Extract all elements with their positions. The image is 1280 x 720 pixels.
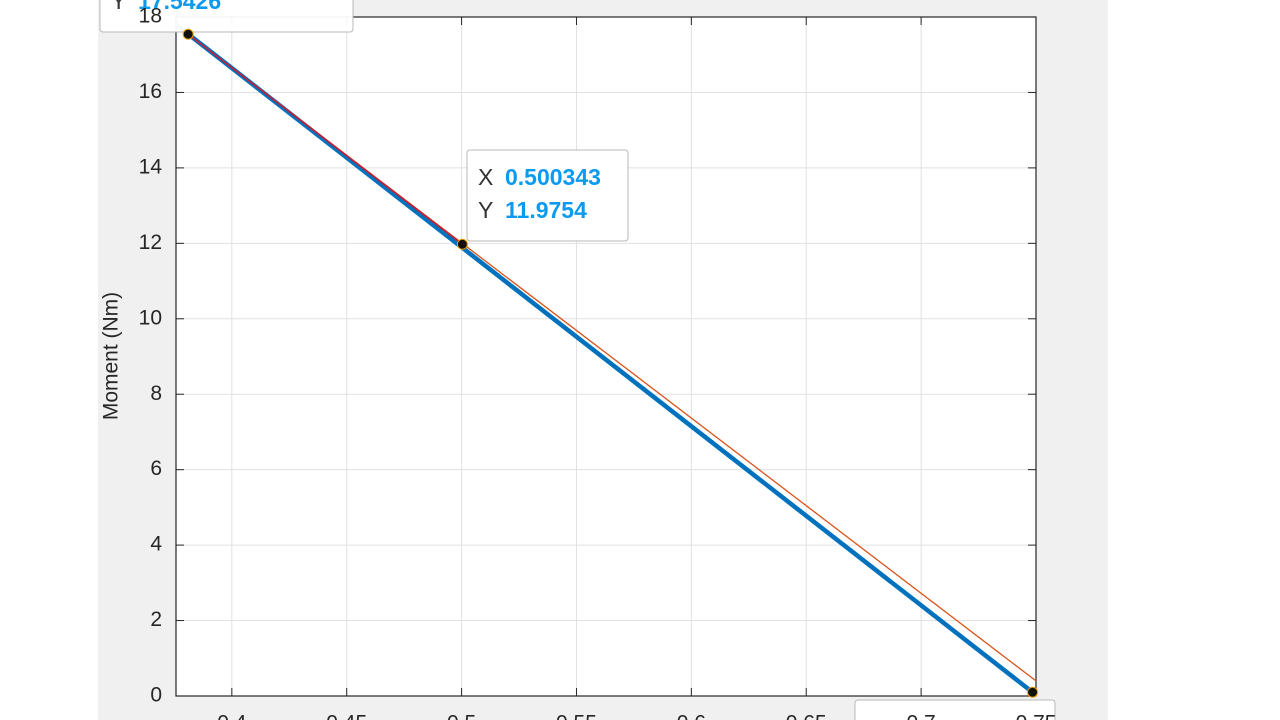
x-tick-label: 0.65	[786, 712, 827, 720]
datatip-value: 11.9754	[505, 197, 587, 223]
y-tick-label: 6	[150, 457, 162, 480]
y-tick-label: 8	[150, 382, 162, 405]
y-tick-label: 16	[139, 80, 162, 103]
x-tick-label: 0.4	[217, 712, 247, 720]
y-tick-label: 4	[150, 533, 162, 556]
x-tick-label: 0.75	[1016, 712, 1057, 720]
x-tick-label: 0.7	[907, 712, 936, 720]
x-tick-label: 0.6	[677, 712, 706, 720]
y-tick-label: 18	[139, 5, 162, 28]
y-tick-label: 2	[150, 608, 162, 631]
datatip-box	[99, 0, 354, 33]
axes-box	[175, 16, 1037, 697]
datatip-value: 0.500343	[505, 164, 601, 190]
datatip-box	[854, 699, 1056, 720]
datatip-marker	[1027, 686, 1039, 698]
y-tick-label: 12	[139, 231, 162, 254]
datatip-marker	[182, 28, 194, 40]
y-tick-label: 14	[139, 155, 163, 178]
datatip-box	[466, 149, 629, 242]
y-tick-label: 0	[150, 684, 162, 707]
data-line	[174, 22, 1034, 695]
y-axis-label: Moment (Nm)	[100, 292, 123, 420]
x-tick-label: 0.45	[326, 712, 367, 720]
data-line	[187, 33, 463, 245]
datatip-key: Y	[111, 0, 126, 14]
x-tick-label: 0.5	[447, 712, 476, 720]
datatip-value: 17.5426	[138, 0, 221, 14]
y-tick-label: 10	[139, 306, 162, 329]
datatip-key: X	[478, 164, 493, 190]
datatip-marker	[456, 238, 468, 250]
x-tick-label: 0.55	[556, 712, 597, 720]
datatip-key: Y	[478, 197, 493, 223]
